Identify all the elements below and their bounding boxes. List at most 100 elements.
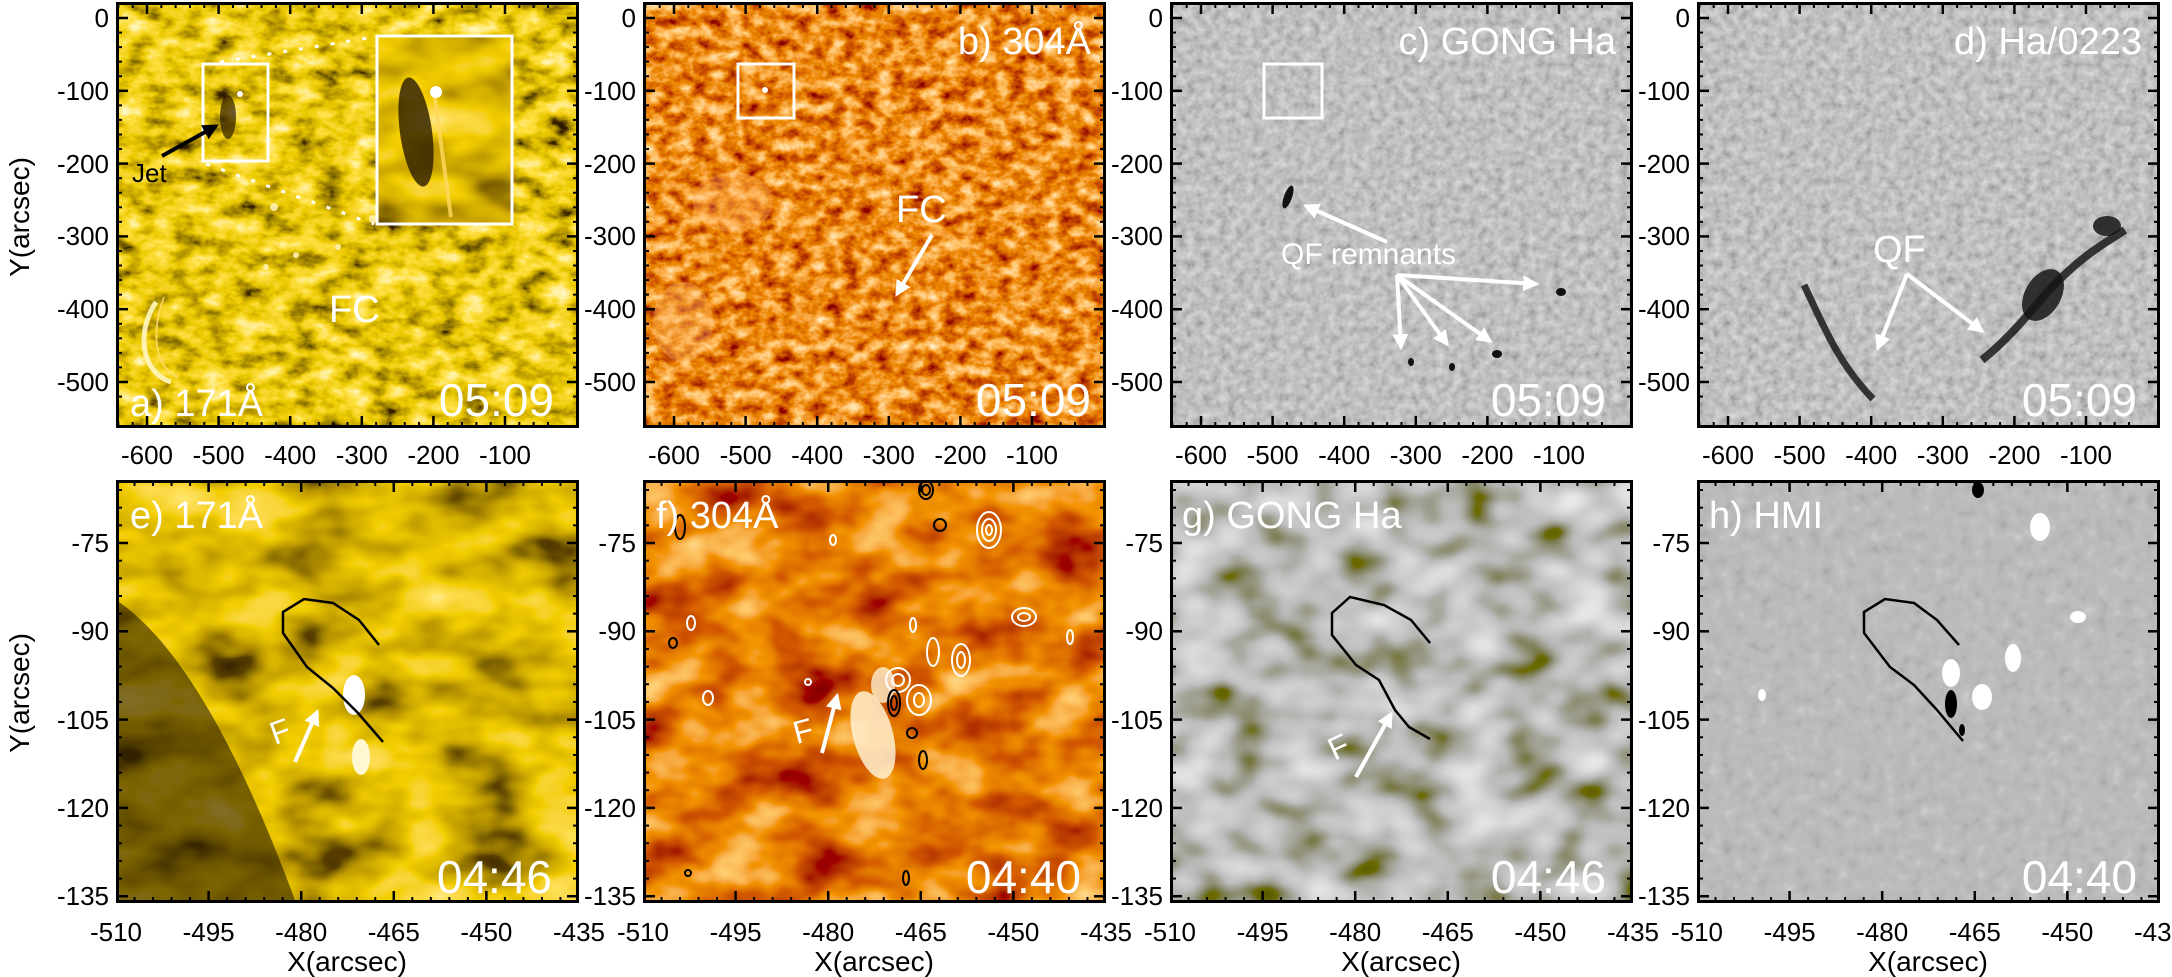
y-axis-title-bottom: Y(arcsec) bbox=[4, 633, 35, 753]
f-arrow bbox=[1354, 711, 1393, 778]
flux-rope-contour bbox=[281, 597, 384, 743]
x-axis-title-f: X(arcsec) bbox=[814, 946, 934, 977]
x-tick-label: -465 bbox=[894, 917, 947, 947]
x-tick-label: -500 bbox=[1773, 440, 1826, 470]
panel-c-gong-halpha: QF remnants c) GONG Ha 05:09 bbox=[1170, 2, 1633, 428]
halpha-0223-image bbox=[1697, 2, 2160, 428]
panel-label: e) 171Å bbox=[130, 493, 264, 537]
timestamp: 04:40 bbox=[966, 851, 1081, 903]
panel-a-aia171: Jet FC a) 171Å 05:09 bbox=[116, 2, 579, 428]
flux-rope-contour bbox=[1330, 595, 1431, 741]
negative-polarity-contours bbox=[668, 480, 947, 886]
x-tick-label: -495 bbox=[1763, 917, 1816, 947]
panel-frame bbox=[116, 480, 579, 903]
y-tick-label: -120 bbox=[1637, 792, 1690, 823]
x-tick-label: -510 bbox=[89, 917, 143, 947]
y-tick-label: -120 bbox=[56, 792, 109, 823]
quiescent-filament-left bbox=[1800, 283, 1876, 402]
fc-arrow bbox=[895, 233, 934, 297]
panel-label: a) 171Å bbox=[130, 381, 264, 425]
x-tick-label: -400 bbox=[1318, 440, 1371, 470]
timestamp: 05:09 bbox=[2022, 374, 2137, 426]
x-tick-label: -200 bbox=[934, 440, 987, 470]
y-tick-label: -200 bbox=[583, 148, 636, 179]
x-tick-label: -600 bbox=[120, 440, 174, 470]
y-tick-label: -75 bbox=[71, 528, 109, 558]
x-tick-label: -300 bbox=[1916, 440, 1969, 470]
y-tick-label: -400 bbox=[1637, 294, 1690, 325]
panel-label: c) GONG Ha bbox=[1399, 21, 1617, 63]
y-tick-label: -100 bbox=[1637, 75, 1690, 106]
x-tick-label: -495 bbox=[709, 917, 762, 947]
inset-box-large bbox=[375, 34, 514, 226]
x-tick-label: -500 bbox=[192, 440, 245, 470]
x-tick-label: -510 bbox=[1670, 917, 1724, 947]
y-tick-label: -400 bbox=[583, 294, 636, 325]
x-tick-label: -480 bbox=[1856, 917, 1909, 947]
x-tick-label: -500 bbox=[1246, 440, 1299, 470]
panel-f-aia304-zoom: F f) 304Å 04:40 bbox=[643, 480, 1106, 903]
panel-frame bbox=[1170, 2, 1633, 428]
y-tick-label: -75 bbox=[1652, 528, 1690, 558]
positive-polarity-patches bbox=[1758, 513, 2086, 710]
qf-remnant-spots bbox=[1282, 185, 1566, 371]
jet-label: Jet bbox=[132, 158, 167, 188]
panel-label: g) GONG Ha bbox=[1182, 495, 1402, 537]
x-tick-label: -435 bbox=[1606, 917, 1659, 947]
x-tick-label: -480 bbox=[275, 917, 328, 947]
y-tick-label: -90 bbox=[1652, 616, 1690, 647]
x-tick-label: -495 bbox=[1236, 917, 1289, 947]
gong-halpha-zoom-image bbox=[1170, 480, 1633, 903]
y-tick-label: 0 bbox=[1675, 3, 1690, 33]
x-tick-label: -435 bbox=[2133, 917, 2172, 947]
fc-label: FC bbox=[329, 289, 380, 331]
f-arrow bbox=[820, 692, 842, 754]
qf-arrows bbox=[1875, 272, 1985, 351]
x-tick-label: -465 bbox=[1948, 917, 2001, 947]
jet-region-box bbox=[736, 62, 796, 120]
negative-polarity-patches bbox=[1945, 482, 1984, 736]
x-tick-label: -450 bbox=[987, 917, 1040, 947]
y-tick-label: -135 bbox=[56, 881, 109, 912]
panel-frame bbox=[116, 2, 579, 428]
y-tick-label: 0 bbox=[1148, 3, 1163, 33]
x-tick-label: -450 bbox=[460, 917, 513, 947]
x-tick-label: -200 bbox=[1461, 440, 1514, 470]
y-tick-label: -300 bbox=[1110, 221, 1163, 252]
panel-label: h) HMI bbox=[1709, 495, 1823, 537]
aia304-image bbox=[643, 2, 1106, 428]
y-tick-label: -75 bbox=[598, 528, 636, 558]
hmi-magnetogram-image bbox=[1697, 480, 2160, 903]
x-tick-label: -400 bbox=[1845, 440, 1898, 470]
y-tick-label: -135 bbox=[1637, 881, 1690, 912]
panel-b-aia304: FC b) 304Å 05:09 bbox=[643, 2, 1106, 428]
panel-frame bbox=[1697, 480, 2160, 903]
panel-frame bbox=[1697, 2, 2160, 428]
y-tick-label: -100 bbox=[583, 75, 636, 106]
panel-g-gong-halpha-zoom: F g) GONG Ha 04:46 bbox=[1170, 480, 1633, 903]
y-tick-label: -120 bbox=[583, 792, 636, 823]
f-arrow bbox=[293, 709, 320, 763]
x-tick-label: -100 bbox=[2059, 440, 2113, 470]
x-tick-label: -300 bbox=[1389, 440, 1442, 470]
y-tick-label: -120 bbox=[1110, 792, 1163, 823]
x-tick-label: -200 bbox=[1988, 440, 2041, 470]
jet-arrow bbox=[161, 124, 219, 158]
y-tick-label: -90 bbox=[71, 616, 109, 647]
panel-label: b) 304Å bbox=[958, 19, 1092, 63]
x-axis-title-g: X(arcsec) bbox=[1341, 946, 1461, 977]
jet-region-box bbox=[1262, 62, 1324, 120]
y-tick-label: -90 bbox=[598, 616, 636, 647]
timestamp: 05:09 bbox=[976, 374, 1091, 426]
x-tick-label: -480 bbox=[802, 917, 855, 947]
x-tick-label: -100 bbox=[1532, 440, 1586, 470]
y-tick-label: -500 bbox=[1110, 367, 1163, 397]
y-tick-label: -400 bbox=[1110, 294, 1163, 325]
y-tick-label: -300 bbox=[1637, 221, 1690, 252]
y-tick-label: -90 bbox=[1125, 616, 1163, 647]
y-axis-title-top: Y(arcsec) bbox=[4, 157, 35, 277]
x-tick-label: -500 bbox=[719, 440, 772, 470]
jet-zoom-inset bbox=[377, 36, 512, 224]
x-tick-label: -480 bbox=[1329, 917, 1382, 947]
y-tick-label: -200 bbox=[1110, 148, 1163, 179]
